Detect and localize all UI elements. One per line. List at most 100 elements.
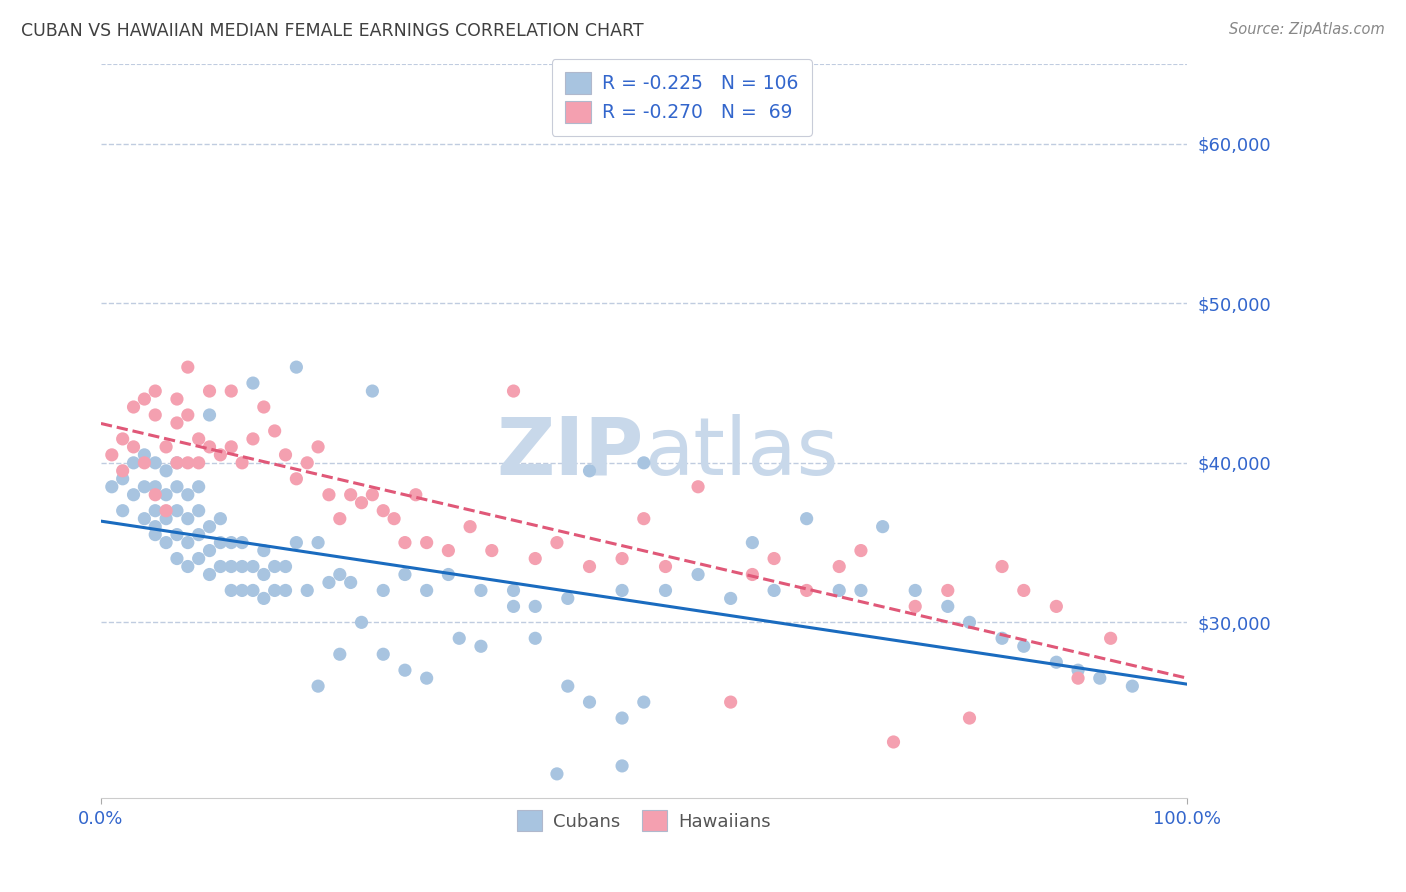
Point bbox=[285, 472, 308, 486]
Point bbox=[394, 567, 416, 582]
Point bbox=[166, 416, 188, 430]
Point bbox=[578, 464, 600, 478]
Point bbox=[470, 640, 492, 654]
Text: ZIP: ZIP bbox=[496, 414, 644, 492]
Point bbox=[187, 504, 209, 518]
Point bbox=[143, 480, 166, 494]
Point bbox=[166, 504, 188, 518]
Point bbox=[155, 511, 177, 525]
Point bbox=[177, 559, 200, 574]
Point bbox=[122, 488, 145, 502]
Point bbox=[502, 599, 524, 614]
Point bbox=[263, 559, 285, 574]
Point bbox=[339, 575, 361, 590]
Point bbox=[187, 527, 209, 541]
Point bbox=[177, 408, 200, 422]
Point bbox=[502, 384, 524, 398]
Point bbox=[274, 583, 297, 598]
Point bbox=[274, 559, 297, 574]
Point bbox=[111, 432, 134, 446]
Point bbox=[318, 575, 340, 590]
Point bbox=[1121, 679, 1143, 693]
Point bbox=[329, 567, 352, 582]
Point bbox=[242, 559, 264, 574]
Point bbox=[936, 583, 959, 598]
Point bbox=[242, 432, 264, 446]
Point bbox=[557, 679, 579, 693]
Point bbox=[849, 543, 872, 558]
Point bbox=[481, 543, 503, 558]
Point bbox=[166, 527, 188, 541]
Point bbox=[219, 583, 242, 598]
Point bbox=[285, 535, 308, 549]
Point bbox=[177, 535, 200, 549]
Point bbox=[763, 583, 786, 598]
Point bbox=[437, 567, 460, 582]
Point bbox=[209, 448, 232, 462]
Point bbox=[198, 567, 221, 582]
Point bbox=[219, 535, 242, 549]
Point bbox=[394, 535, 416, 549]
Text: CUBAN VS HAWAIIAN MEDIAN FEMALE EARNINGS CORRELATION CHART: CUBAN VS HAWAIIAN MEDIAN FEMALE EARNINGS… bbox=[21, 22, 644, 40]
Point bbox=[741, 567, 763, 582]
Point bbox=[633, 511, 655, 525]
Point bbox=[166, 392, 188, 406]
Point bbox=[307, 535, 329, 549]
Point bbox=[741, 535, 763, 549]
Point bbox=[610, 711, 633, 725]
Point bbox=[1067, 663, 1090, 677]
Point bbox=[991, 632, 1014, 646]
Point bbox=[177, 456, 200, 470]
Point bbox=[307, 679, 329, 693]
Point bbox=[297, 583, 319, 598]
Point bbox=[187, 551, 209, 566]
Point bbox=[458, 519, 481, 533]
Point bbox=[198, 384, 221, 398]
Point bbox=[101, 448, 124, 462]
Point bbox=[177, 511, 200, 525]
Point bbox=[502, 583, 524, 598]
Point bbox=[209, 559, 232, 574]
Point bbox=[415, 671, 437, 685]
Point bbox=[187, 432, 209, 446]
Point bbox=[155, 440, 177, 454]
Point bbox=[318, 488, 340, 502]
Point bbox=[470, 583, 492, 598]
Point bbox=[546, 767, 568, 781]
Point bbox=[177, 488, 200, 502]
Point bbox=[578, 695, 600, 709]
Legend: Cubans, Hawaiians: Cubans, Hawaiians bbox=[508, 801, 780, 840]
Point bbox=[1045, 599, 1067, 614]
Point bbox=[263, 583, 285, 598]
Point bbox=[209, 535, 232, 549]
Point bbox=[143, 456, 166, 470]
Point bbox=[361, 488, 384, 502]
Point bbox=[1045, 655, 1067, 669]
Point bbox=[166, 456, 188, 470]
Point bbox=[524, 551, 547, 566]
Point bbox=[633, 695, 655, 709]
Point bbox=[187, 456, 209, 470]
Point bbox=[111, 472, 134, 486]
Point bbox=[143, 408, 166, 422]
Point bbox=[686, 480, 709, 494]
Point bbox=[198, 408, 221, 422]
Point bbox=[405, 488, 427, 502]
Point bbox=[111, 504, 134, 518]
Point bbox=[143, 527, 166, 541]
Point bbox=[329, 511, 352, 525]
Point bbox=[415, 583, 437, 598]
Point bbox=[654, 559, 676, 574]
Point bbox=[959, 615, 981, 630]
Point bbox=[285, 360, 308, 375]
Point bbox=[373, 504, 395, 518]
Point bbox=[231, 583, 253, 598]
Point bbox=[134, 480, 156, 494]
Point bbox=[166, 456, 188, 470]
Point bbox=[1099, 632, 1122, 646]
Point bbox=[242, 583, 264, 598]
Point bbox=[546, 535, 568, 549]
Point bbox=[633, 456, 655, 470]
Point bbox=[991, 559, 1014, 574]
Point bbox=[155, 504, 177, 518]
